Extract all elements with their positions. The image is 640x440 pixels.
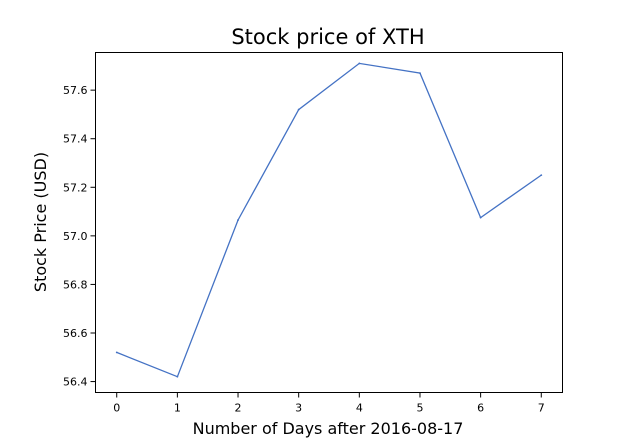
y-tick-label: 57.4 bbox=[63, 133, 88, 146]
y-tick-label: 57.6 bbox=[63, 84, 88, 97]
y-tick-label: 57.2 bbox=[63, 181, 88, 194]
x-tick-label: 2 bbox=[235, 402, 242, 415]
x-tick-label: 0 bbox=[113, 402, 120, 415]
data-point bbox=[540, 174, 543, 177]
x-axis-label: Number of Days after 2016-08-17 bbox=[193, 419, 464, 438]
x-tick-label: 4 bbox=[356, 402, 363, 415]
data-point bbox=[358, 62, 361, 65]
chart-title: Stock price of XTH bbox=[231, 25, 424, 49]
data-point bbox=[176, 375, 179, 378]
y-tick-label: 57.0 bbox=[63, 230, 88, 243]
x-tick-label: 1 bbox=[174, 402, 181, 415]
y-axis-label: Stock Price (USD) bbox=[31, 152, 50, 292]
x-tick-label: 5 bbox=[416, 402, 423, 415]
y-tick-label: 56.8 bbox=[63, 278, 88, 291]
y-tick-label: 56.4 bbox=[63, 376, 88, 389]
plot-frame bbox=[95, 52, 563, 393]
x-tick-label: 7 bbox=[538, 402, 545, 415]
data-point bbox=[297, 108, 300, 111]
data-point bbox=[419, 72, 421, 75]
y-axis: 56.4 56.6 56.8 57.0 57.2 57.4 57.6 bbox=[63, 84, 96, 389]
plot-area bbox=[115, 62, 543, 378]
data-point bbox=[115, 351, 118, 354]
series-line bbox=[116, 62, 542, 378]
x-axis: 0 1 2 3 4 5 6 7 bbox=[113, 392, 545, 415]
data-point bbox=[479, 216, 482, 219]
x-tick-label: 6 bbox=[477, 402, 484, 415]
y-tick-label: 56.6 bbox=[63, 327, 88, 340]
data-point bbox=[237, 219, 239, 221]
x-tick-label: 3 bbox=[295, 402, 302, 415]
